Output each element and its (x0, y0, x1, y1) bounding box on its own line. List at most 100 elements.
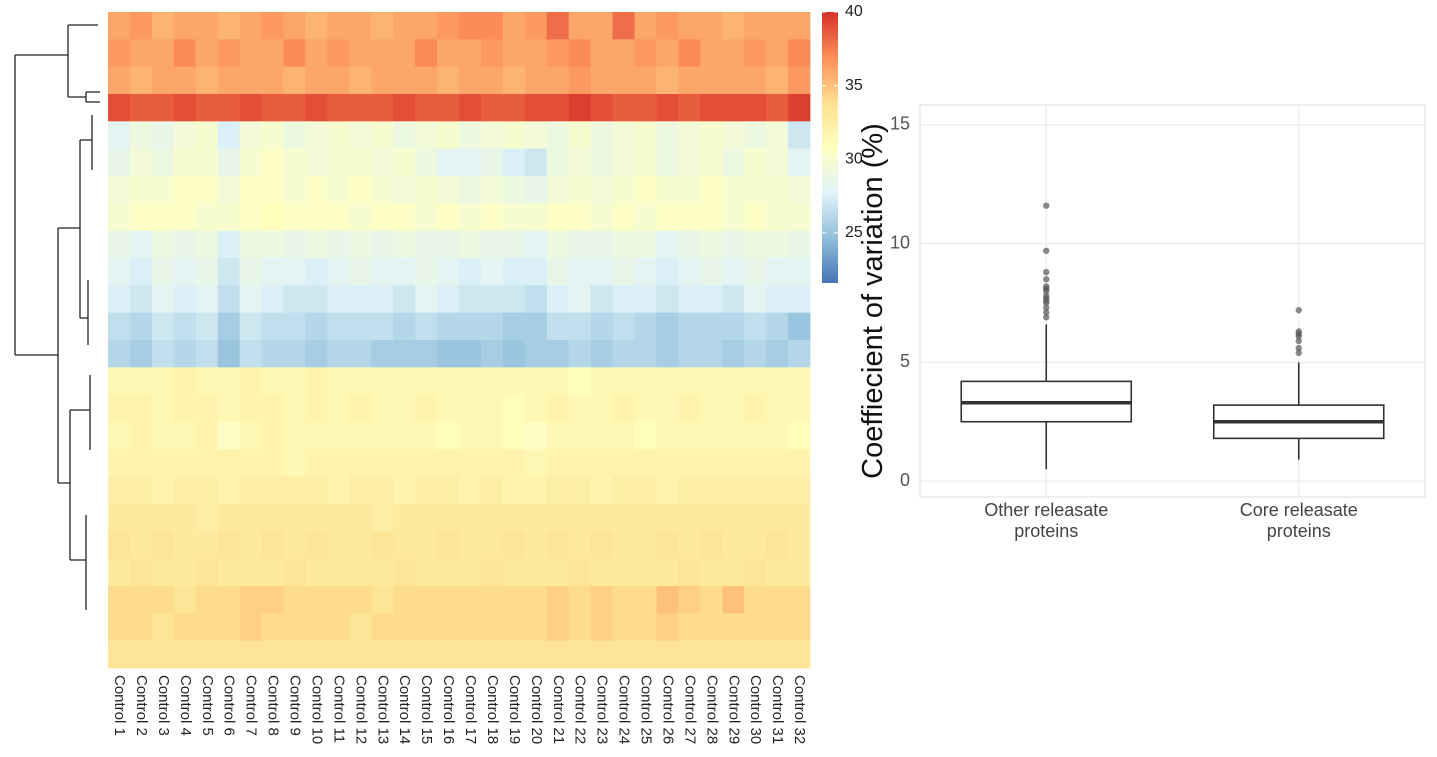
heatmap-cell (480, 66, 504, 95)
heatmap-cell (502, 312, 526, 341)
heatmap-cell (766, 476, 789, 505)
heatmap-cell (612, 340, 635, 368)
heatmap-cell (108, 586, 131, 614)
heatmap-cell (590, 422, 613, 450)
heatmap-cell (459, 504, 482, 532)
heatmap-cell (634, 285, 657, 314)
heatmap-cell (217, 285, 241, 314)
heatmap-cell (327, 531, 350, 560)
heatmap-cell (151, 613, 175, 642)
heatmap-cell (788, 504, 811, 532)
heatmap-cell (151, 148, 175, 177)
heatmap-cell (305, 94, 328, 122)
heatmap-cell (305, 121, 328, 150)
heatmap-cell (459, 586, 482, 614)
heatmap-cell (546, 449, 570, 478)
heatmap-cell (568, 121, 592, 150)
heatmap-cell (612, 367, 635, 396)
heatmap-cell (393, 230, 416, 259)
heatmap-cell (195, 586, 219, 614)
heatmap-cell (151, 476, 175, 505)
heatmap-cell (283, 230, 306, 259)
heatmap-cell (151, 39, 175, 68)
heatmap-cell (524, 367, 548, 396)
heatmap-cell (415, 12, 438, 40)
heatmap-cell (305, 340, 328, 368)
heatmap-cell (129, 176, 153, 204)
heatmap-cell (108, 148, 131, 177)
heatmap-cell (393, 586, 416, 614)
heatmap-cell (437, 148, 460, 177)
heatmap-cell (261, 586, 284, 614)
heatmap-cell (305, 504, 328, 532)
heatmap-cell (722, 476, 745, 505)
heatmap-cell (239, 394, 262, 423)
heatmap-cell (415, 66, 438, 95)
heatmap-cell (722, 504, 745, 532)
heatmap-cell (766, 148, 789, 177)
heatmap-cell (349, 476, 372, 505)
heatmap-cell (195, 176, 219, 204)
heatmap-cell (217, 39, 241, 68)
heatmap-cell (590, 340, 613, 368)
heatmap-cell (700, 312, 723, 341)
heatmap-cell (393, 39, 416, 68)
heatmap-cell (766, 367, 789, 396)
x-tick-label: Control 15 (418, 675, 435, 744)
heatmap-cell (327, 94, 350, 122)
heatmap-cell (590, 613, 613, 642)
heatmap-cell (788, 394, 811, 423)
heatmap-cell (151, 340, 175, 368)
heatmap-cell (173, 531, 197, 560)
heatmap-cell (217, 340, 241, 368)
x-tick-label: Control 22 (572, 675, 589, 744)
heatmap-cell (678, 531, 701, 560)
heatmap-cell (349, 258, 372, 286)
heatmap-cell (612, 531, 635, 560)
heatmap-cell (700, 531, 723, 560)
heatmap-cell (766, 504, 789, 532)
heatmap-cell (195, 230, 219, 259)
heatmap-cell (634, 148, 657, 177)
heatmap-cell (678, 476, 701, 505)
y-tick-label: 15 (890, 114, 910, 134)
heatmap-cell (590, 449, 613, 478)
heatmap-cell (612, 258, 635, 286)
heatmap-cell (524, 121, 548, 150)
heatmap-cell (173, 121, 197, 150)
heatmap-cell (546, 613, 570, 642)
heatmap-cell (788, 203, 811, 232)
heatmap-cell (195, 394, 219, 423)
heatmap-cell (217, 312, 241, 341)
heatmap-cell (656, 66, 679, 95)
heatmap-cell (151, 230, 175, 259)
heatmap-cell (239, 148, 262, 177)
heatmap-cell (480, 39, 504, 68)
heatmap-cell (568, 12, 592, 40)
heatmap-cell (700, 340, 723, 368)
heatmap-cell (700, 285, 723, 314)
heatmap-cell (480, 367, 504, 396)
heatmap-cell (173, 449, 197, 478)
heatmap-cell (612, 176, 635, 204)
heatmap-cell (371, 531, 394, 560)
heatmap-cell (349, 558, 372, 587)
heatmap-cell (524, 531, 548, 560)
outlier (1295, 337, 1302, 345)
heatmap-cell (283, 476, 306, 505)
heatmap-cell (612, 12, 635, 40)
heatmap-cell (678, 66, 701, 95)
heatmap-cell (239, 121, 262, 150)
outlier (1043, 292, 1050, 300)
heatmap-cell (195, 367, 219, 396)
heatmap-cell (151, 422, 175, 450)
heatmap-cell (656, 285, 679, 314)
heatmap-cell (722, 367, 745, 396)
heatmap-cell (349, 422, 372, 450)
heatmap-cell (239, 531, 262, 560)
heatmap-cell (151, 121, 175, 150)
heatmap-cell (371, 367, 394, 396)
heatmap-cell (744, 340, 767, 368)
heatmap-cell (700, 39, 723, 68)
heatmap-cell (393, 176, 416, 204)
